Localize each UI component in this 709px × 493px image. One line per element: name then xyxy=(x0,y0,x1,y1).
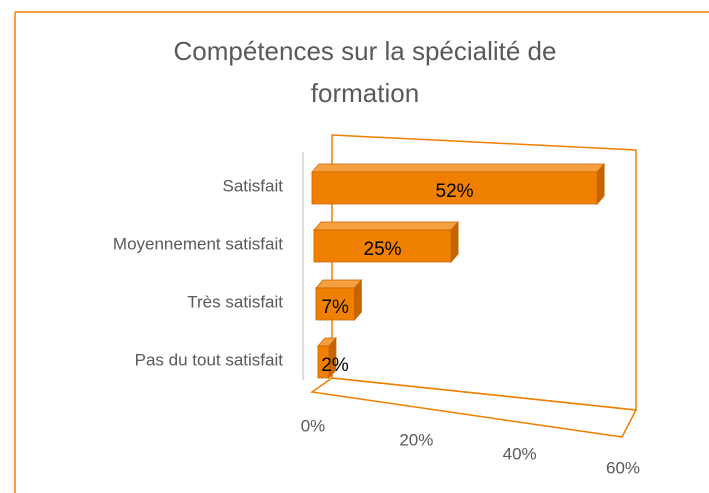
value-label: 25% xyxy=(364,239,402,260)
y-tick-label: Très satisfait xyxy=(187,292,283,311)
x-tick-label: 0% xyxy=(301,416,326,435)
value-label: 7% xyxy=(321,297,349,318)
bar-front xyxy=(317,345,330,379)
x-tick-label: 40% xyxy=(503,444,537,463)
y-tick-label: Pas du tout satisfait xyxy=(135,350,284,369)
value-label: 52% xyxy=(436,181,474,202)
value-label: 2% xyxy=(321,355,349,376)
bar-top xyxy=(315,279,363,289)
x-tick-label: 20% xyxy=(399,430,433,449)
bar xyxy=(313,220,459,264)
floor xyxy=(310,377,638,438)
bar-front xyxy=(311,171,598,205)
bar-top xyxy=(311,163,606,173)
y-tick-label: Satisfait xyxy=(223,176,284,195)
bar xyxy=(315,278,363,322)
chart-title: formation xyxy=(311,78,419,108)
y-tick-label: Moyennement satisfait xyxy=(113,234,283,253)
bar-front xyxy=(315,287,355,321)
bar-top xyxy=(313,221,459,231)
x-tick-label: 60% xyxy=(606,458,640,477)
chart-title: Compétences sur la spécialité de xyxy=(174,36,557,66)
bar-front xyxy=(313,229,452,263)
bar xyxy=(317,336,337,380)
bar xyxy=(311,162,606,206)
